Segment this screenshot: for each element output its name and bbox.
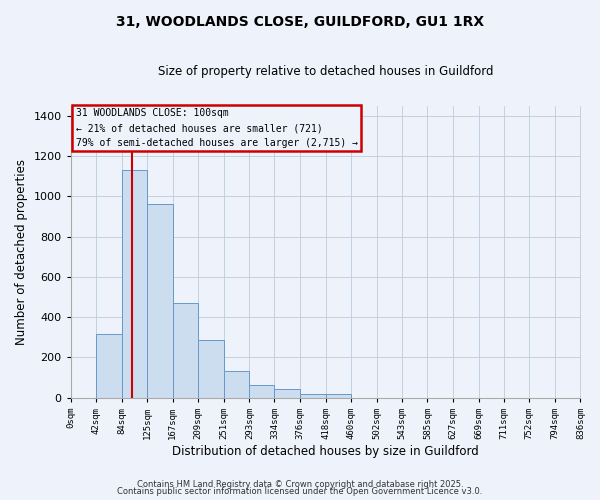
Text: 31 WOODLANDS CLOSE: 100sqm
← 21% of detached houses are smaller (721)
79% of sem: 31 WOODLANDS CLOSE: 100sqm ← 21% of deta… — [76, 108, 358, 148]
Bar — [97, 334, 122, 398]
Bar — [147, 204, 173, 398]
Bar — [300, 394, 326, 398]
Bar — [173, 303, 198, 398]
Title: Size of property relative to detached houses in Guildford: Size of property relative to detached ho… — [158, 65, 493, 78]
Bar — [274, 388, 300, 398]
Bar — [224, 372, 250, 398]
Text: Contains public sector information licensed under the Open Government Licence v3: Contains public sector information licen… — [118, 488, 482, 496]
X-axis label: Distribution of detached houses by size in Guildford: Distribution of detached houses by size … — [172, 444, 479, 458]
Bar — [326, 394, 351, 398]
Text: Contains HM Land Registry data © Crown copyright and database right 2025.: Contains HM Land Registry data © Crown c… — [137, 480, 463, 489]
Bar — [250, 384, 274, 398]
Text: 31, WOODLANDS CLOSE, GUILDFORD, GU1 1RX: 31, WOODLANDS CLOSE, GUILDFORD, GU1 1RX — [116, 15, 484, 29]
Bar — [198, 340, 224, 398]
Y-axis label: Number of detached properties: Number of detached properties — [15, 158, 28, 344]
Bar — [122, 170, 147, 398]
